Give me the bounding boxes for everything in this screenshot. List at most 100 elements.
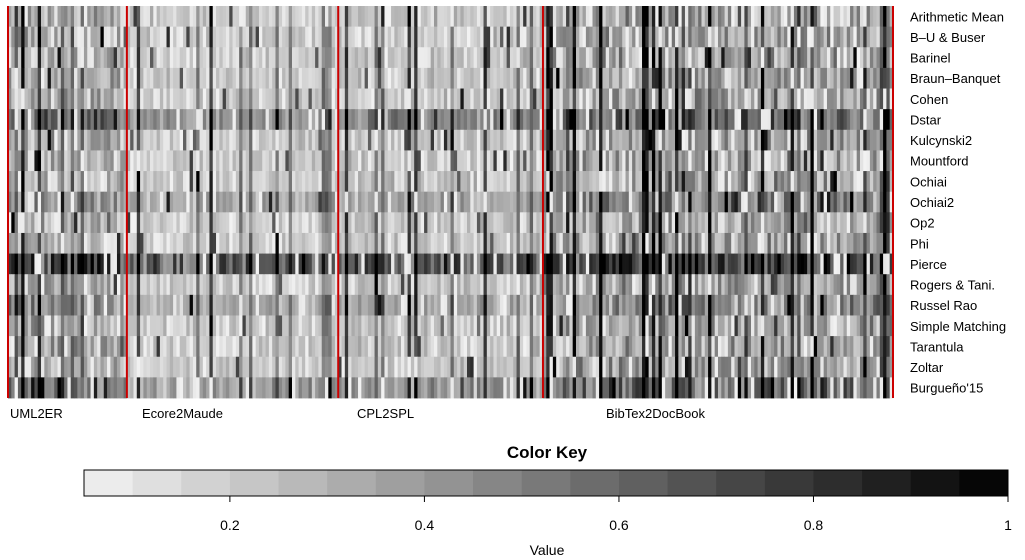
heatmap-cell	[483, 47, 488, 69]
heatmap-cell	[133, 212, 138, 234]
heatmap-cell	[120, 26, 124, 48]
heatmap-cell	[116, 47, 121, 69]
heatmap-cell	[453, 88, 458, 110]
heatmap-cell	[153, 67, 157, 89]
heatmap-cell	[638, 6, 643, 28]
heatmap-cell	[242, 212, 247, 234]
heatmap-cell	[678, 171, 683, 193]
heatmap-cell	[721, 171, 725, 193]
heatmap-cell	[774, 315, 778, 337]
heatmap-cell	[661, 88, 666, 110]
heatmap-cell	[103, 171, 108, 193]
heatmap-cell	[440, 88, 445, 110]
heatmap-cell	[797, 253, 801, 275]
heatmap-cell	[493, 356, 498, 378]
heatmap-cell	[282, 26, 286, 48]
heatmap-cell	[93, 274, 98, 296]
heatmap-cell	[797, 109, 801, 131]
heatmap-cell	[305, 336, 309, 358]
heatmap-cell	[526, 212, 531, 234]
heatmap-cell	[24, 356, 29, 378]
heatmap-cell	[189, 356, 194, 378]
heatmap-cell	[625, 6, 630, 28]
heatmap-cell	[8, 232, 12, 254]
heatmap-cell	[879, 253, 884, 275]
heatmap-cell	[87, 26, 91, 48]
heatmap-cell	[503, 109, 508, 131]
heatmap-cell	[615, 274, 620, 296]
heatmap-cell	[361, 315, 366, 337]
heatmap-cell	[417, 336, 422, 358]
heatmap-cell	[397, 294, 402, 316]
heatmap-cell	[876, 274, 881, 296]
heatmap-cell	[655, 212, 659, 234]
heatmap-cell	[638, 336, 643, 358]
heatmap-cell	[731, 274, 735, 296]
heatmap-cell	[671, 336, 676, 358]
heatmap-cell	[572, 88, 577, 110]
heatmap-cell	[219, 212, 224, 234]
heatmap-cell	[747, 212, 752, 234]
heatmap-cell	[27, 294, 32, 316]
heatmap-cell	[41, 232, 45, 254]
heatmap-cell	[116, 150, 121, 172]
heatmap-cell	[24, 191, 29, 213]
heatmap-cell	[628, 253, 633, 275]
heatmap-cell	[222, 274, 227, 296]
heatmap-cell	[886, 171, 891, 193]
heatmap-cell	[651, 88, 656, 110]
heatmap-cell	[780, 294, 785, 316]
heatmap-cell	[341, 67, 346, 89]
heatmap-cell	[235, 191, 240, 213]
heatmap-cell	[833, 315, 838, 337]
heatmap-cell	[163, 356, 167, 378]
heatmap-cell	[701, 274, 706, 296]
heatmap-cell	[298, 191, 303, 213]
heatmap-cell	[196, 109, 200, 131]
heatmap-cell	[229, 47, 233, 69]
heatmap-cell	[371, 47, 375, 69]
heatmap-cell	[308, 294, 313, 316]
heatmap-cell	[47, 47, 52, 69]
heatmap-cell	[70, 109, 75, 131]
heatmap-cell	[136, 253, 141, 275]
heatmap-cell	[67, 191, 72, 213]
heatmap-cell	[391, 315, 395, 337]
heatmap-cell	[873, 171, 877, 193]
heatmap-cell	[308, 232, 313, 254]
heatmap-cell	[793, 191, 798, 213]
heatmap-cell	[813, 315, 818, 337]
heatmap-cell	[222, 129, 227, 151]
heatmap-cell	[301, 191, 306, 213]
heatmap-cell	[400, 88, 405, 110]
heatmap-cell	[549, 129, 554, 151]
heatmap-cell	[691, 6, 696, 28]
heatmap-cell	[192, 26, 197, 48]
heatmap-cell	[206, 171, 210, 193]
heatmap-cell	[391, 67, 395, 89]
heatmap-cell	[351, 47, 356, 69]
heatmap-cell	[509, 150, 514, 172]
heatmap-cell	[41, 315, 45, 337]
heatmap-cell	[169, 26, 174, 48]
heatmap-cell	[780, 315, 785, 337]
heatmap-cell	[239, 356, 243, 378]
heatmap-cell	[394, 356, 399, 378]
heatmap-cell	[417, 212, 422, 234]
heatmap-cell	[153, 294, 157, 316]
heatmap-cell	[823, 6, 828, 28]
heatmap-cell	[688, 67, 692, 89]
heatmap-cell	[701, 6, 706, 28]
heatmap-cell	[467, 88, 471, 110]
heatmap-cell	[202, 212, 207, 234]
heatmap-cell	[87, 315, 91, 337]
heatmap-cell	[460, 356, 465, 378]
heatmap-cell	[80, 47, 85, 69]
heatmap-cell	[490, 6, 494, 28]
heatmap-cell	[186, 336, 191, 358]
heatmap-cell	[599, 294, 603, 316]
heatmap-cell	[698, 274, 702, 296]
heatmap-cell	[50, 6, 55, 28]
heatmap-cell	[572, 129, 577, 151]
heatmap-cell	[146, 377, 151, 399]
